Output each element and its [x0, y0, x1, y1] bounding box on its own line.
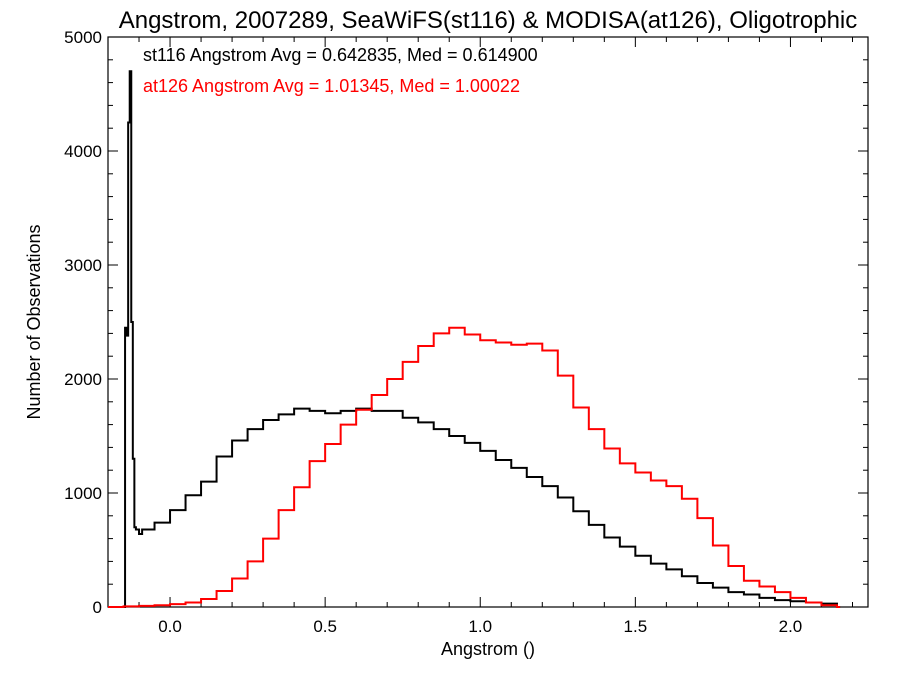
chart-title: Angstrom, 2007289, SeaWiFS(st116) & MODI… [119, 7, 858, 34]
x-tick-label: 2.0 [779, 617, 803, 636]
y-tick-label: 0 [93, 598, 102, 617]
y-tick-label: 2000 [64, 370, 102, 389]
y-axis-label: Number of Observations [24, 224, 44, 419]
plot-frame [107, 36, 869, 608]
x-tick-label: 0.0 [158, 617, 182, 636]
plot-area: 0.0 0.5 1.0 1.5 2.0 0 1000 2000 3000 4000 5000 st11… [64, 28, 869, 636]
y-tick-label: 5000 [64, 28, 102, 47]
x-tick-label: 1.0 [468, 617, 492, 636]
annotation-1: at126 Angstrom Avg = 1.01345, Med = 1.00… [143, 76, 520, 96]
x-axis-label: Angstrom () [441, 639, 535, 659]
x-tick-label: 1.5 [624, 617, 648, 636]
y-tick-label: 1000 [64, 484, 102, 503]
annotation-0: st116 Angstrom Avg = 0.642835, Med = 0.6… [143, 45, 538, 65]
x-tick-label: 0.5 [313, 617, 337, 636]
y-tick-label: 4000 [64, 142, 102, 161]
series-line-1 [108, 326, 841, 608]
series-line-0 [123, 70, 841, 608]
y-tick-label: 3000 [64, 256, 102, 275]
